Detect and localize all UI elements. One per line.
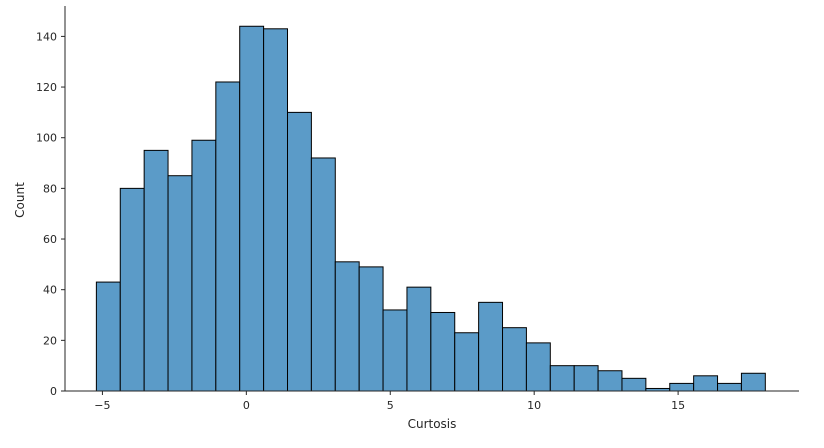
y-tick-label: 140 bbox=[36, 30, 57, 43]
y-tick-label: 20 bbox=[43, 334, 57, 347]
y-tick-label: 60 bbox=[43, 233, 57, 246]
histogram-bar bbox=[597, 370, 623, 392]
histogram-bars bbox=[95, 25, 766, 392]
x-tick-label: 5 bbox=[387, 399, 394, 412]
x-tick-label: 10 bbox=[527, 399, 541, 412]
y-tick-label: 80 bbox=[43, 182, 57, 195]
histogram-bar bbox=[549, 365, 575, 392]
histogram-bar bbox=[621, 377, 647, 392]
y-tick-label: 0 bbox=[50, 385, 57, 398]
histogram-bar bbox=[167, 175, 193, 392]
x-tick-label: 15 bbox=[671, 399, 685, 412]
histogram-bar bbox=[143, 149, 169, 392]
histogram-bar bbox=[669, 382, 695, 392]
histogram-bar bbox=[119, 187, 145, 392]
y-tick-label: 40 bbox=[43, 284, 57, 297]
histogram-bar bbox=[717, 382, 742, 392]
histogram-bar bbox=[191, 139, 217, 392]
histogram-bar bbox=[573, 365, 599, 392]
y-tick-label: 100 bbox=[36, 132, 57, 145]
histogram-bar bbox=[239, 25, 265, 392]
histogram-bar bbox=[95, 281, 121, 392]
histogram-bar bbox=[693, 375, 719, 392]
histogram-bar bbox=[334, 261, 360, 392]
x-tick-label: 0 bbox=[243, 399, 250, 412]
y-axis-ticks: 0 20 40 60 80 100 120 140 bbox=[36, 30, 65, 398]
histogram-bar bbox=[263, 28, 289, 392]
histogram-bar bbox=[525, 342, 551, 392]
x-tick-label: −5 bbox=[94, 399, 110, 412]
histogram-bar bbox=[454, 332, 480, 392]
histogram-bar bbox=[406, 286, 432, 392]
y-tick-label: 120 bbox=[36, 81, 57, 94]
histogram-bar bbox=[215, 81, 241, 392]
y-axis-label: Count bbox=[13, 182, 27, 218]
x-axis-label: Curtosis bbox=[408, 417, 457, 431]
histogram-bar bbox=[502, 327, 527, 392]
histogram-bar bbox=[287, 111, 312, 392]
histogram-bar bbox=[310, 157, 336, 392]
x-axis-ticks: −5 0 5 10 15 bbox=[94, 391, 685, 412]
histogram-bar bbox=[478, 301, 504, 392]
histogram-bar bbox=[382, 309, 408, 392]
histogram-bar bbox=[358, 266, 384, 392]
histogram-bar bbox=[430, 311, 456, 392]
histogram-bar bbox=[740, 372, 766, 392]
